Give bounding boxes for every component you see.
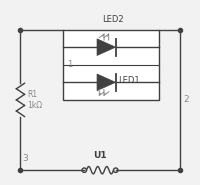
Text: 1: 1 [67,60,72,69]
Text: LED2: LED2 [103,15,124,24]
Text: LED1: LED1 [118,76,140,85]
Text: R1: R1 [27,90,38,99]
Text: 3: 3 [22,154,28,163]
Text: 2: 2 [183,95,189,104]
Polygon shape [97,39,116,56]
Text: U1: U1 [93,151,107,160]
Text: 1kΩ: 1kΩ [27,101,43,110]
Polygon shape [97,74,116,91]
Bar [63,30,159,100]
